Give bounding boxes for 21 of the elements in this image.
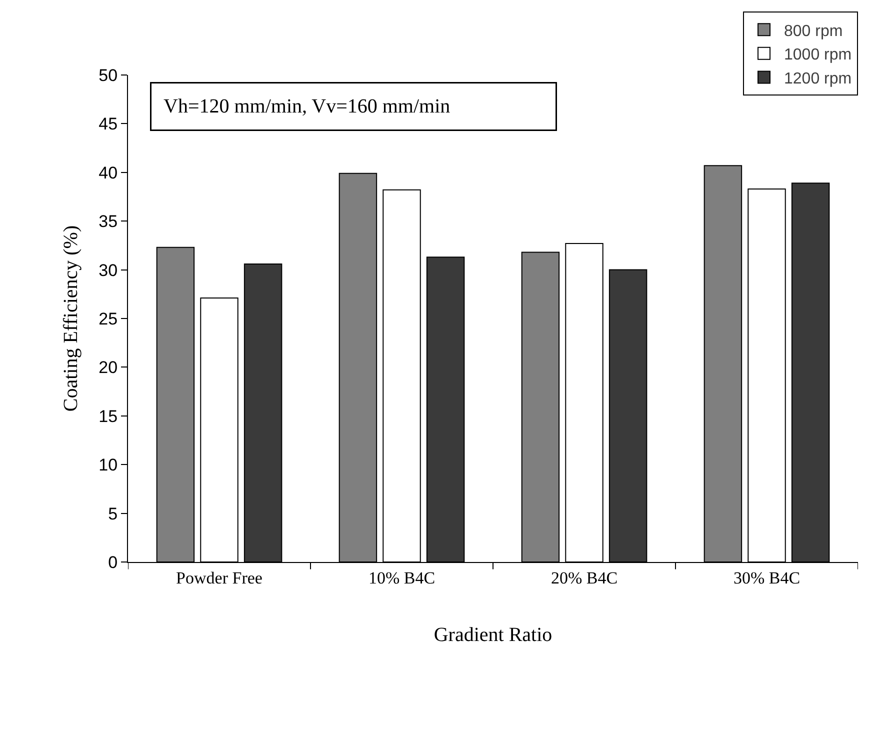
legend-label: 1000 rpm [784, 46, 852, 64]
annotation: Vh=120 mm/min, Vv=160 mm/min [164, 96, 450, 118]
y-tick-label: 20 [98, 358, 118, 378]
y-tick-label: 50 [98, 66, 118, 85]
y-tick-label: 0 [108, 552, 118, 572]
x-tick-label: 10% B4C [368, 568, 436, 588]
legend-label: 800 rpm [784, 22, 843, 40]
legend-label: 1200 rpm [784, 70, 852, 88]
y-tick-label: 10 [98, 456, 118, 475]
y-tick-label: 40 [98, 163, 118, 182]
x-axis-title: Gradient Ratio [434, 624, 552, 646]
x-tick-label: 20% B4C [550, 568, 618, 588]
y-axis-title: Coating Efficiency (%) [60, 225, 82, 412]
y-tick-label: 15 [98, 406, 118, 426]
y-tick-label: 5 [108, 504, 118, 524]
x-tick-label: 30% B4C [733, 568, 800, 588]
y-tick-label: 30 [98, 260, 118, 280]
y-tick-label: 35 [98, 212, 118, 232]
x-tick-label: Powder Free [176, 568, 262, 588]
y-tick-label: 25 [98, 309, 118, 328]
y-tick-label: 45 [98, 114, 118, 134]
